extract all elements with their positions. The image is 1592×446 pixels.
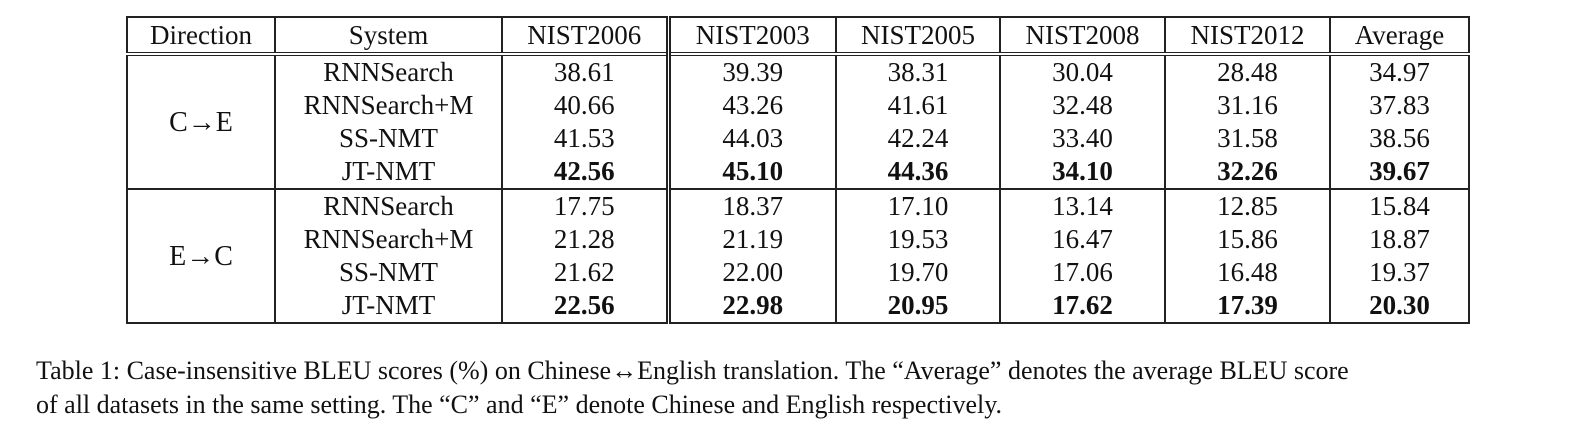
results-table: Direction System NIST2006 NIST2003 NIST2… (126, 16, 1470, 324)
header-direction: Direction (126, 16, 276, 56)
nist2005-score-cell: 38.31 (836, 54, 1001, 89)
average-score-cell: 34.97 (1330, 54, 1470, 89)
average-score-cell: 20.30 (1330, 289, 1470, 324)
header-nist2005: NIST2005 (836, 16, 1001, 56)
nist2012-score-cell: 16.48 (1165, 256, 1331, 289)
table-row: JT-NMT 42.56 45.10 44.36 34.10 32.26 39.67 (127, 155, 1470, 190)
system-cell: RNNSearch+M (275, 89, 503, 122)
header-system: System (275, 16, 503, 56)
nist2006-score-cell: 17.75 (502, 189, 671, 223)
nist2008-score-cell: 30.04 (1000, 54, 1166, 89)
average-score-cell: 19.37 (1330, 256, 1470, 289)
system-cell: JT-NMT (275, 289, 503, 324)
nist2012-score-cell: 31.16 (1165, 89, 1331, 122)
nist2006-score-cell: 21.62 (502, 256, 671, 289)
nist2003-score-cell: 18.37 (668, 189, 837, 223)
nist2006-score-cell: 42.56 (502, 155, 671, 190)
nist2005-score-cell: 42.24 (836, 122, 1001, 155)
table-row: E→C RNNSearch 17.75 18.37 17.10 13.14 12.85 15.… (126, 189, 1470, 324)
nist2005-score-cell: 44.36 (836, 155, 1001, 190)
header-nist2012: NIST2012 (1165, 16, 1331, 56)
direction-cell: C→E (126, 54, 276, 190)
header-nist2008: NIST2008 (1000, 16, 1166, 56)
table-row: C→E RNNSearch 38.61 39.39 38.31 30.04 28.48 34.… (126, 54, 1470, 190)
average-score-cell: 37.83 (1330, 89, 1470, 122)
nist2003-score-cell: 45.10 (668, 155, 837, 190)
nist2008-score-cell: 17.62 (1000, 289, 1166, 324)
average-score-cell: 15.84 (1330, 189, 1470, 223)
header-row: Direction System NIST2006 NIST2003 NIST2… (126, 16, 1470, 56)
nist2008-score-cell: 32.48 (1000, 89, 1166, 122)
nist2008-score-cell: 17.06 (1000, 256, 1166, 289)
header-nist2003: NIST2003 (668, 16, 837, 56)
nist2003-score-cell: 39.39 (668, 54, 837, 89)
nist2006-score-cell: 22.56 (502, 289, 671, 324)
nist2006-score-cell: 41.53 (502, 122, 671, 155)
nist2008-score-cell: 33.40 (1000, 122, 1166, 155)
nist2003-score-cell: 22.00 (668, 256, 837, 289)
table-body: C→E RNNSearch 38.61 39.39 38.31 30.04 28.48 34.… (126, 54, 1470, 324)
system-cell: SS-NMT (275, 122, 503, 155)
table-row: RNNSearch+M 21.28 21.19 19.53 16.47 15.86 18.8… (127, 223, 1470, 256)
system-cell: RNNSearch (275, 54, 503, 89)
caption-line-1: Table 1: Case-insensitive BLEU scores (%… (36, 356, 1349, 385)
table-caption: Table 1: Case-insensitive BLEU scores (%… (36, 354, 1576, 422)
nist2012-score-cell: 31.58 (1165, 122, 1331, 155)
nist2012-score-cell: 12.85 (1165, 189, 1331, 223)
nist2005-score-cell: 20.95 (836, 289, 1001, 324)
nist2003-score-cell: 21.19 (668, 223, 837, 256)
nist2005-score-cell: 19.70 (836, 256, 1001, 289)
nist2003-score-cell: 22.98 (668, 289, 837, 324)
table-row: JT-NMT 22.56 22.98 20.95 17.62 17.39 20.30 (127, 289, 1470, 324)
nist2006-score-cell: 38.61 (502, 54, 671, 89)
nist2012-score-cell: 28.48 (1165, 54, 1331, 89)
nist2005-score-cell: 19.53 (836, 223, 1001, 256)
nist2005-score-cell: 17.10 (836, 189, 1001, 223)
system-cell: RNNSearch+M (275, 223, 503, 256)
nist2008-score-cell: 16.47 (1000, 223, 1166, 256)
header-average: Average (1330, 16, 1470, 56)
average-score-cell: 39.67 (1330, 155, 1470, 190)
system-cell: RNNSearch (275, 189, 503, 223)
table-row: SS-NMT 21.62 22.00 19.70 17.06 16.48 19.37 (127, 256, 1470, 289)
nist2006-score-cell: 40.66 (502, 89, 671, 122)
nist2012-score-cell: 32.26 (1165, 155, 1331, 190)
nist2003-score-cell: 44.03 (668, 122, 837, 155)
average-score-cell: 18.87 (1330, 223, 1470, 256)
nist2012-score-cell: 17.39 (1165, 289, 1331, 324)
nist2003-score-cell: 43.26 (668, 89, 837, 122)
caption-line-2: of all datasets in the same setting. The… (36, 390, 1003, 419)
nist2006-score-cell: 21.28 (502, 223, 671, 256)
nist2008-score-cell: 13.14 (1000, 189, 1166, 223)
system-cell: JT-NMT (275, 155, 503, 190)
nist2005-score-cell: 41.61 (836, 89, 1001, 122)
table-row: RNNSearch+M 40.66 43.26 41.61 32.48 31.16 37.8… (127, 89, 1470, 122)
nist2012-score-cell: 15.86 (1165, 223, 1331, 256)
table-row: SS-NMT 41.53 44.03 42.24 33.40 31.58 38.56 (127, 122, 1470, 155)
average-score-cell: 38.56 (1330, 122, 1470, 155)
nist2008-score-cell: 34.10 (1000, 155, 1166, 190)
direction-cell: E→C (126, 189, 276, 324)
header-nist2006: NIST2006 (502, 16, 671, 56)
system-cell: SS-NMT (275, 256, 503, 289)
